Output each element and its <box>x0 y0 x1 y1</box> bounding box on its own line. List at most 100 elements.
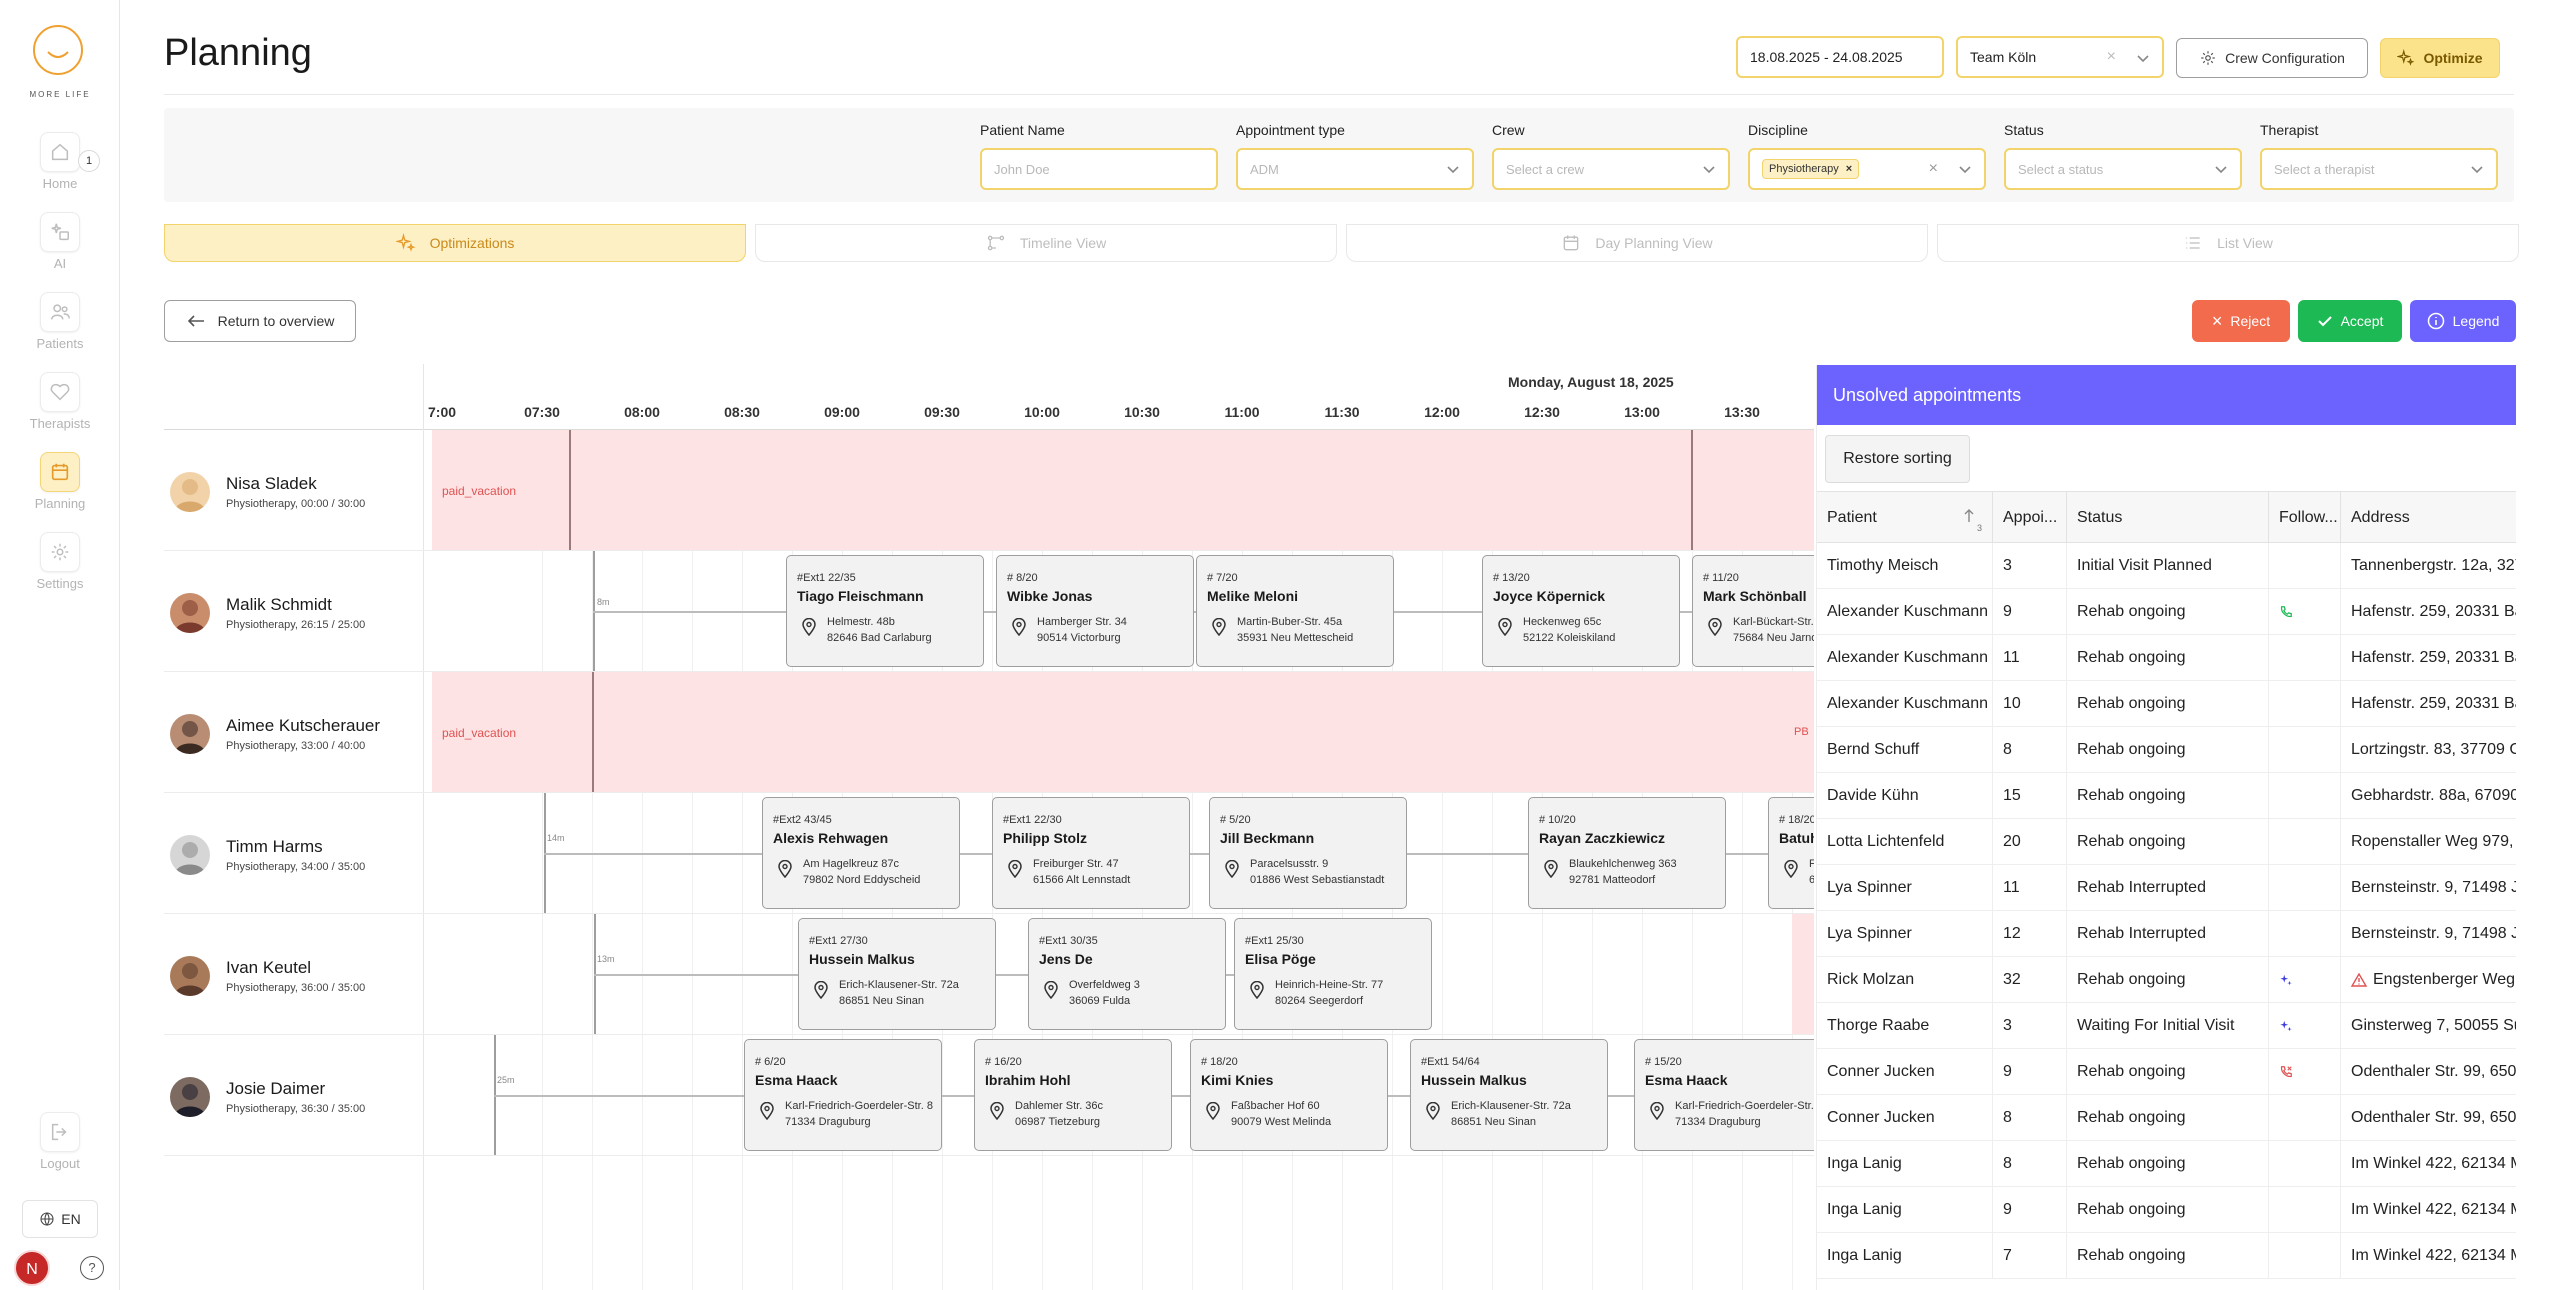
appointment-card[interactable]: # 10/20 Rayan Zaczkiewicz Blaukehlchenweg … <box>1528 797 1726 909</box>
sidebar-item-settings[interactable]: Settings <box>18 532 102 608</box>
table-row[interactable]: Alexander Kuschmann 10 Rehab ongoing Hafens… <box>1817 681 2516 727</box>
discipline-chip[interactable]: Physiotherapy × <box>1762 159 1860 179</box>
appointment-number: # 11/20 <box>1703 572 1739 584</box>
tab-timeline-view[interactable]: Timeline View <box>755 224 1337 262</box>
appointment-card[interactable]: #Ext1 22/30 Philipp Stolz Freiburger Str. … <box>992 797 1190 909</box>
team-select[interactable]: Team Köln × <box>1956 36 2164 78</box>
patient-name-placeholder: John Doe <box>994 161 1050 177</box>
appointment-card[interactable]: #Ext1 30/35 Jens De Overfeldweg 3 36069 Ful… <box>1028 918 1226 1030</box>
therapist-info[interactable]: Timm Harms Physiotherapy, 34:00 / 35:00 <box>170 833 420 877</box>
accept-label: Accept <box>2340 313 2384 329</box>
table-row[interactable]: Conner Jucken 9 Rehab ongoing Odenthaler St… <box>1817 1049 2516 1095</box>
appointment-card[interactable]: # 18/20 Kimi Knies Faßbacher Hof 60 90079 W… <box>1190 1039 1388 1151</box>
table-row[interactable]: Timothy Meisch 3 Initial Visit Planned Tann… <box>1817 543 2516 589</box>
location-pin-icon <box>760 1102 774 1120</box>
logo-text: MORE LIFE <box>29 90 91 99</box>
discipline-select[interactable]: Physiotherapy × × <box>1748 148 1986 190</box>
user-avatar[interactable]: N <box>14 1250 50 1286</box>
column-header-address[interactable]: Address <box>2351 509 2410 526</box>
column-header-patient[interactable]: Patient 3 <box>1817 492 1993 544</box>
appointment-city: 36069 Fulda <box>1069 995 1131 1007</box>
table-row[interactable]: Inga Lanig 9 Rehab ongoing Im Winkel 422, 6… <box>1817 1187 2516 1233</box>
appointment-city: 90514 Victorburg <box>1037 632 1121 644</box>
language-selector[interactable]: EN <box>22 1200 98 1238</box>
therapist-info[interactable]: Josie Daimer Physiotherapy, 36:30 / 35:00 <box>170 1075 420 1119</box>
therapist-info[interactable]: Aimee Kutscherauer Physiotherapy, 33:00 /… <box>170 712 420 756</box>
return-to-overview-button[interactable]: Return to overview <box>164 300 356 342</box>
appointment-patient-name: Hussein Malkus <box>1421 1072 1527 1088</box>
optimize-button[interactable]: Optimize <box>2380 38 2500 78</box>
help-button[interactable]: ? <box>80 1256 104 1280</box>
therapist-workload: Physiotherapy, 36:00 / 35:00 <box>226 982 366 994</box>
tab-optimizations[interactable]: Optimizations <box>164 224 746 262</box>
sidebar-item-planning[interactable]: Planning <box>18 452 102 528</box>
follow-up-cell <box>2269 1003 2341 1049</box>
table-row[interactable]: Conner Jucken 8 Rehab ongoing Odenthaler St… <box>1817 1095 2516 1141</box>
appointment-card[interactable]: #Ext1 27/30 Hussein Malkus Erich-Klausener… <box>798 918 996 1030</box>
logout-button[interactable]: Logout <box>18 1112 102 1188</box>
table-row[interactable]: Lotta Lichtenfeld 20 Rehab ongoing Ropensta… <box>1817 819 2516 865</box>
tab-day-planning-view[interactable]: Day Planning View <box>1346 224 1928 262</box>
column-header-status[interactable]: Status <box>2067 492 2269 544</box>
therapist-info[interactable]: Ivan Keutel Physiotherapy, 36:00 / 35:00 <box>170 954 420 998</box>
chip-remove-icon[interactable]: × <box>1845 163 1853 175</box>
appointment-card[interactable]: #Ext1 22/35 Tiago Fleischmann Helmestr. 48… <box>786 555 984 667</box>
table-row[interactable]: Inga Lanig 7 Rehab ongoing Im Winkel 422, 6… <box>1817 1233 2516 1279</box>
column-header-follow-up[interactable]: Follow... <box>2269 492 2341 544</box>
patient-name-input[interactable]: John Doe <box>980 148 1218 190</box>
reject-button[interactable]: × Reject <box>2192 300 2290 342</box>
appointment-card[interactable]: # 8/20 Wibke Jonas Hamberger Str. 34 90514 … <box>996 555 1194 667</box>
status-cell: Rehab ongoing <box>2067 1233 2269 1279</box>
date-range-picker[interactable]: 18.08.2025 - 24.08.2025 <box>1736 36 1944 78</box>
column-header-appointment[interactable]: Appoi... <box>1993 492 2067 544</box>
filter-discipline: Discipline Physiotherapy × × <box>1748 122 1986 190</box>
time-label: 08:30 <box>724 404 760 420</box>
appointment-card[interactable]: # 11/20 Mark Schönball Karl-Bückart-Str. 6… <box>1692 555 1814 667</box>
sidebar-item-therapists[interactable]: Therapists <box>18 372 102 448</box>
appointment-card[interactable]: # 15/20 Esma Haack Karl-Friedrich-Goerdele… <box>1634 1039 1814 1151</box>
appointment-type-select[interactable]: ADM <box>1236 148 1474 190</box>
status-select[interactable]: Select a status <box>2004 148 2242 190</box>
sidebar-item-home[interactable]: 1 Home <box>18 132 102 208</box>
accept-button[interactable]: Accept <box>2298 300 2402 342</box>
table-row[interactable]: Thorge Raabe 3 Waiting For Initial Visit Gi… <box>1817 1003 2516 1049</box>
more-life-logo[interactable] <box>30 22 86 78</box>
timeline-lane-divider <box>423 364 424 1290</box>
crew-configuration-button[interactable]: Crew Configuration <box>2176 38 2368 78</box>
appointment-card[interactable]: # 18/20 Batuhan Trampeli Friedhofstr. 51 67… <box>1768 797 1814 909</box>
appointment-street: Paracelsusstr. 9 <box>1250 858 1329 870</box>
table-row[interactable]: Bernd Schuff 8 Rehab ongoing Lortzingstr. 8… <box>1817 727 2516 773</box>
follow-up-cell <box>2269 1095 2341 1141</box>
table-row[interactable]: Inga Lanig 8 Rehab ongoing Im Winkel 422, 6… <box>1817 1141 2516 1187</box>
table-row[interactable]: Davide Kühn 15 Rehab ongoing Gebhardstr. 88… <box>1817 773 2516 819</box>
appointment-card[interactable]: #Ext1 25/30 Elisa Pöge Heinrich-Heine-Str.… <box>1234 918 1432 1030</box>
clear-icon[interactable]: × <box>1928 160 1938 177</box>
appointment-card[interactable]: # 16/20 Ibrahim Hohl Dahlemer Str. 36c 0698… <box>974 1039 1172 1151</box>
appointment-street: Faßbacher Hof 60 <box>1231 1100 1320 1112</box>
table-row[interactable]: Lya Spinner 11 Rehab Interrupted Bernsteins… <box>1817 865 2516 911</box>
table-row[interactable]: Rick Molzan 32 Rehab ongoing Engstenberger … <box>1817 957 2516 1003</box>
appointment-card[interactable]: # 13/20 Joyce Köpernick Heckenweg 65c 52122… <box>1482 555 1680 667</box>
restore-sorting-button[interactable]: Restore sorting <box>1825 435 1970 483</box>
table-row[interactable]: Alexander Kuschmann 9 Rehab ongoing Hafenst… <box>1817 589 2516 635</box>
appointment-card[interactable]: #Ext1 54/64 Hussein Malkus Erich-Klausener… <box>1410 1039 1608 1151</box>
table-row[interactable]: Alexander Kuschmann 11 Rehab ongoing Hafens… <box>1817 635 2516 681</box>
therapist-avatar <box>170 1077 210 1117</box>
sidebar-item-ai[interactable]: AI <box>18 212 102 288</box>
clear-icon[interactable]: × <box>2106 48 2116 65</box>
appointment-card[interactable]: # 6/20 Esma Haack Karl-Friedrich-Goerdeler… <box>744 1039 942 1151</box>
appointment-number: #Ext1 30/35 <box>1039 935 1098 947</box>
table-row[interactable]: Lya Spinner 12 Rehab Interrupted Bernsteins… <box>1817 911 2516 957</box>
appointment-street: Martin-Buber-Str. 45a <box>1237 616 1343 628</box>
therapist-workload: Physiotherapy, 26:15 / 25:00 <box>226 619 366 631</box>
sidebar-item-patients[interactable]: Patients <box>18 292 102 368</box>
appointment-card[interactable]: # 5/20 Jill Beckmann Paracelsusstr. 9 01886… <box>1209 797 1407 909</box>
appointment-card[interactable]: # 7/20 Melike Meloni Martin-Buber-Str. 45a… <box>1196 555 1394 667</box>
legend-button[interactable]: Legend <box>2410 300 2516 342</box>
therapist-info[interactable]: Nisa Sladek Physiotherapy, 00:00 / 30:00 <box>170 470 420 514</box>
tab-list-view[interactable]: List View <box>1937 224 2519 262</box>
therapist-select[interactable]: Select a therapist <box>2260 148 2498 190</box>
crew-select[interactable]: Select a crew <box>1492 148 1730 190</box>
therapist-info[interactable]: Malik Schmidt Physiotherapy, 26:15 / 25:0… <box>170 591 420 635</box>
appointment-card[interactable]: #Ext2 43/45 Alexis Rehwagen Am Hagelkreuz … <box>762 797 960 909</box>
